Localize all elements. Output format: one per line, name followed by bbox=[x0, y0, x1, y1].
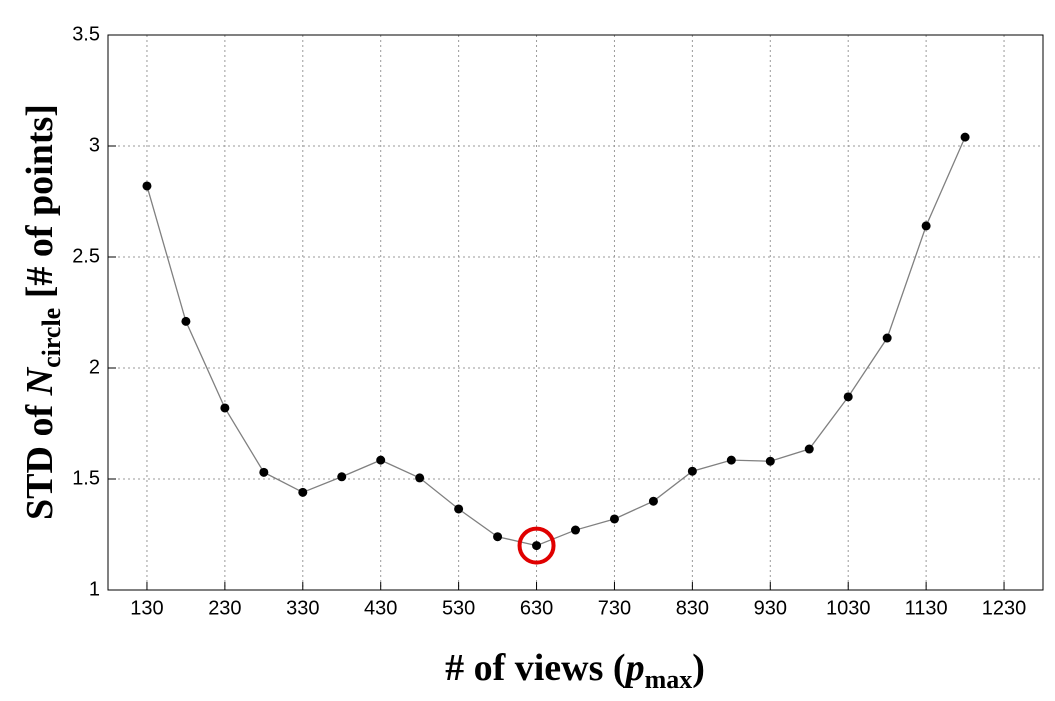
x-label-sub: max bbox=[645, 665, 693, 694]
x-tick-label: 630 bbox=[520, 597, 553, 619]
x-label-text: # of views ( bbox=[445, 647, 625, 689]
y-label-var: N bbox=[19, 366, 61, 396]
x-tick-label: 430 bbox=[364, 597, 397, 619]
x-label-close: ) bbox=[692, 647, 705, 689]
data-point bbox=[843, 392, 853, 402]
x-tick-label: 530 bbox=[442, 597, 475, 619]
x-tick-label: 330 bbox=[286, 597, 319, 619]
y-tick-label: 2 bbox=[89, 356, 100, 378]
y-label-close: [# of points] bbox=[19, 104, 61, 308]
data-point bbox=[337, 472, 347, 482]
data-point bbox=[220, 403, 230, 413]
data-point bbox=[376, 455, 386, 465]
y-label-text: STD of bbox=[19, 395, 61, 520]
x-tick-label: 130 bbox=[130, 597, 163, 619]
data-point bbox=[181, 316, 191, 326]
x-tick-label: 230 bbox=[208, 597, 241, 619]
x-tick-label: 930 bbox=[754, 597, 787, 619]
data-point bbox=[493, 532, 503, 542]
series-line bbox=[146, 136, 966, 547]
data-point bbox=[726, 455, 736, 465]
data-point bbox=[142, 181, 152, 191]
data-point bbox=[298, 487, 308, 497]
x-label-var: p bbox=[623, 647, 645, 689]
data-point bbox=[571, 525, 580, 535]
x-axis-label: # of views (pmax) bbox=[445, 647, 705, 694]
y-tick-label: 1 bbox=[89, 578, 100, 600]
data-point bbox=[648, 496, 658, 506]
y-tick-label: 3 bbox=[89, 134, 100, 156]
data-point bbox=[960, 132, 970, 142]
y-tick-label: 1.5 bbox=[72, 467, 100, 489]
data-point bbox=[921, 221, 931, 231]
x-tick-label: 830 bbox=[676, 597, 709, 619]
y-tick-label: 2.5 bbox=[72, 245, 100, 267]
data-point bbox=[532, 541, 542, 551]
x-tick-label: 1130 bbox=[905, 597, 948, 619]
y-label-sub: circle bbox=[37, 308, 66, 368]
highlight-circle bbox=[517, 526, 556, 565]
data-point bbox=[609, 514, 619, 524]
y-tick-label: 3.5 bbox=[72, 23, 100, 45]
data-point bbox=[765, 456, 775, 466]
data-point bbox=[882, 333, 892, 343]
x-tick-label: 730 bbox=[598, 597, 631, 619]
y-axis-label: STD of Ncircle [# of points] bbox=[19, 104, 66, 520]
data-point bbox=[454, 504, 464, 514]
data-point bbox=[687, 466, 697, 476]
plot-frame bbox=[107, 34, 1044, 591]
data-point bbox=[804, 444, 814, 454]
plot-area bbox=[108, 35, 1043, 590]
data-point bbox=[415, 473, 425, 483]
x-tick-label: 1030 bbox=[826, 597, 871, 619]
data-point bbox=[259, 467, 269, 477]
x-tick-label: 1230 bbox=[982, 597, 1027, 619]
